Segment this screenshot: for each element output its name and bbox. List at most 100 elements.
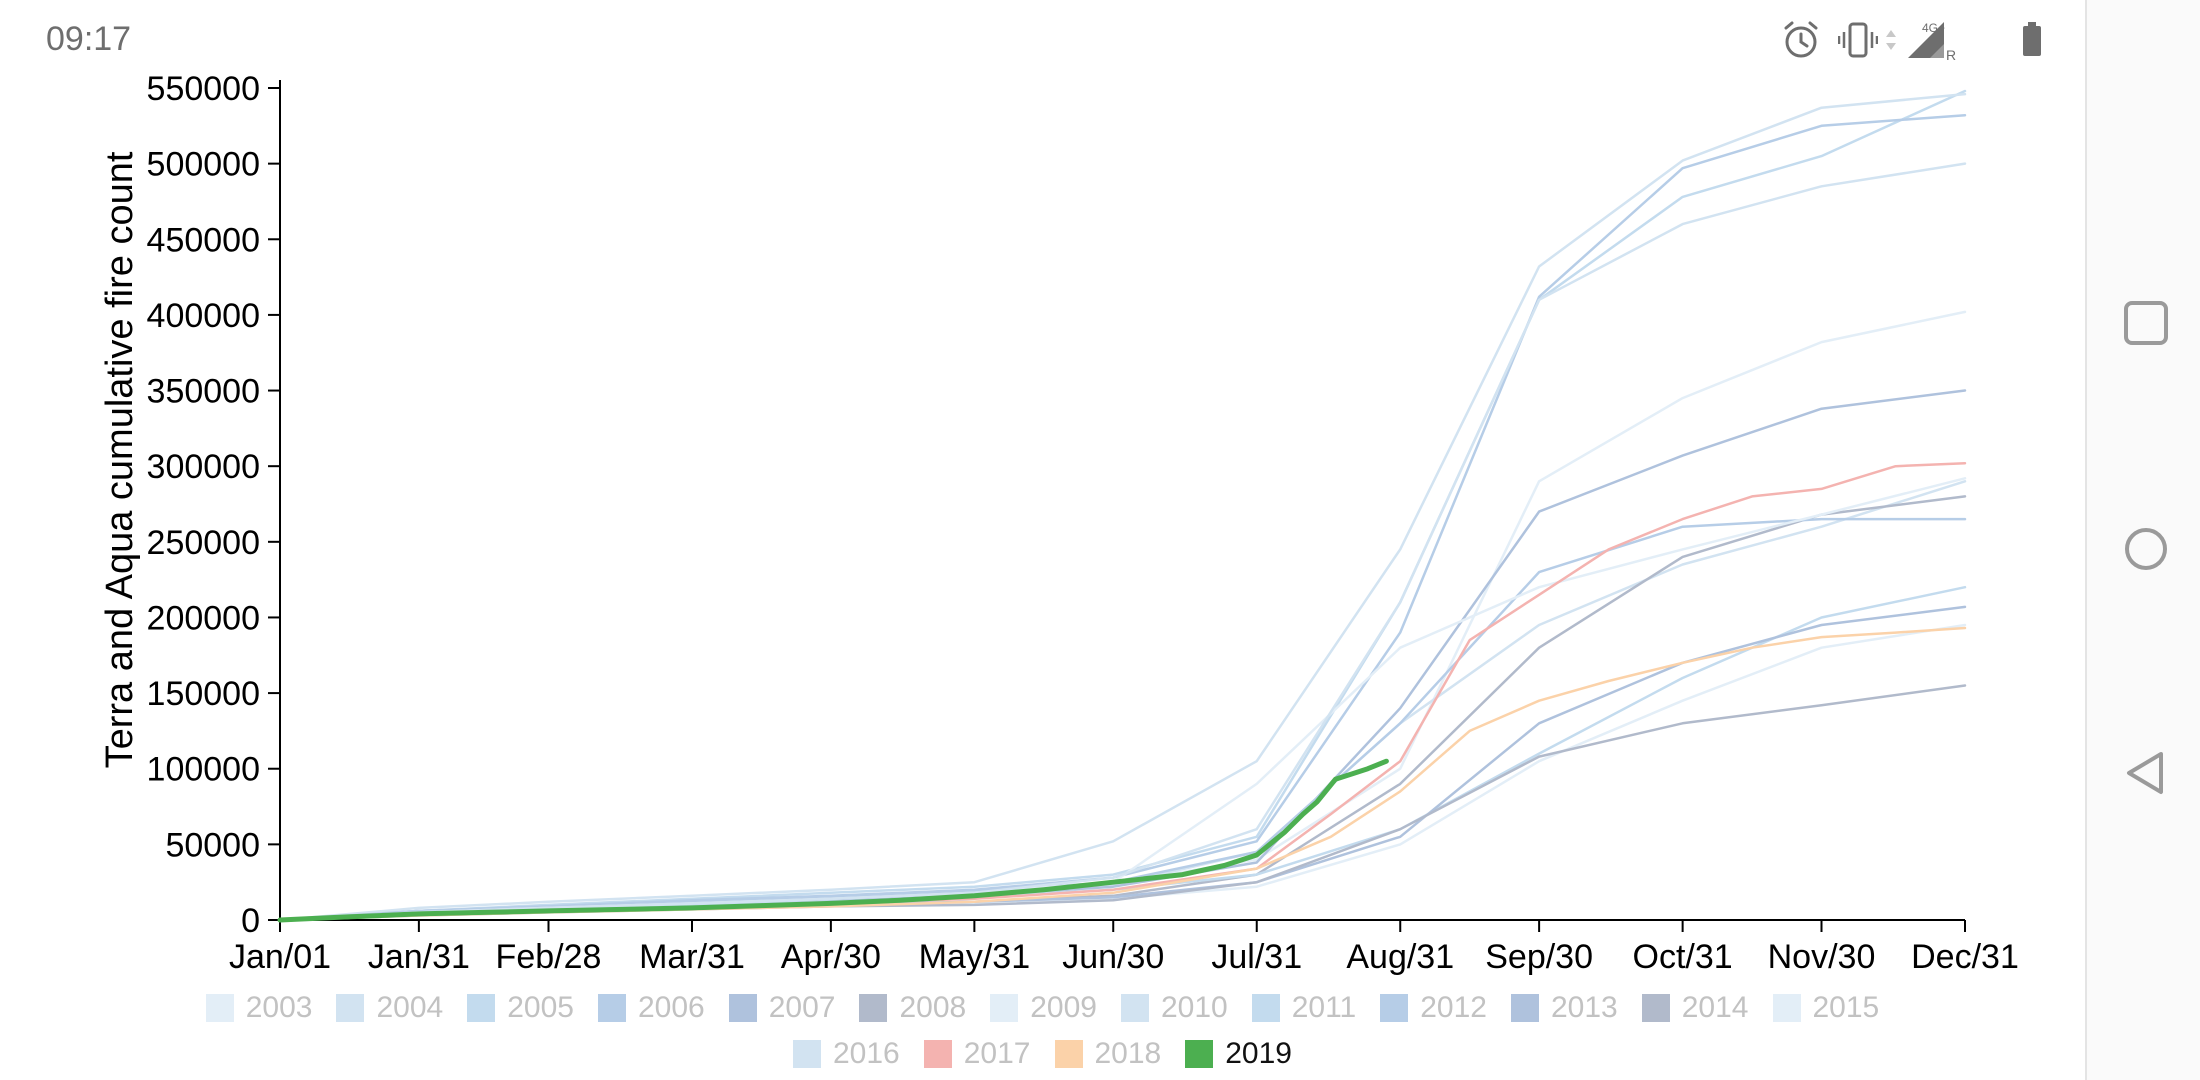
legend-row: 2016 2017 2018 2019 <box>0 1031 2085 1077</box>
legend-item-2018[interactable]: 2018 <box>1054 1037 1162 1071</box>
x-tick-label: Sep/30 <box>1485 938 1593 976</box>
y-tick-label: 150000 <box>147 675 260 713</box>
legend-item-2019[interactable]: 2019 <box>1185 1037 1292 1071</box>
y-tick-label: 300000 <box>147 448 260 486</box>
legend-swatch <box>1120 994 1149 1022</box>
series-line-2017 <box>278 461 1967 922</box>
legend-label: 2005 <box>507 991 574 1024</box>
x-tick-label: Nov/30 <box>1768 938 1876 976</box>
legend-swatch <box>923 1040 952 1068</box>
legend-item-2007[interactable]: 2007 <box>728 991 836 1025</box>
x-tick-label: May/31 <box>919 938 1031 976</box>
legend-item-2013[interactable]: 2013 <box>1511 991 1618 1025</box>
y-axis-label: Terra and Aqua cumulative fire count <box>99 151 141 768</box>
fire-count-chart: 0 50000 100000 150000 200000 250000 300000 3500… <box>99 70 2019 976</box>
legend-label: 2008 <box>899 991 967 1024</box>
series-line-2005 <box>278 89 1967 922</box>
series-line-2010 <box>278 92 1967 922</box>
home-button[interactable] <box>2119 522 2173 576</box>
y-tick-label: 450000 <box>147 221 260 259</box>
navigation-bar <box>2085 0 2200 1080</box>
legend-label: 2015 <box>1812 991 1880 1024</box>
legend-swatch <box>1251 994 1280 1022</box>
legend-item-2009[interactable]: 2009 <box>990 991 1097 1025</box>
legend-item-2004[interactable]: 2004 <box>336 991 443 1025</box>
legend-item-2017[interactable]: 2017 <box>923 1037 1031 1071</box>
series-line-2008 <box>278 495 1967 922</box>
legend-label: 2018 <box>1094 1037 1162 1070</box>
status-bar: 09:17 4G+ R <box>0 0 2085 80</box>
legend-label: 2007 <box>768 991 836 1024</box>
network-type-label: 4G+ <box>1922 21 1945 35</box>
y-tick-label: 550000 <box>147 70 260 108</box>
series-line-2019 <box>277 758 1389 923</box>
recent-apps-button[interactable] <box>2119 296 2173 350</box>
legend-swatch <box>336 994 365 1022</box>
legend-item-2015[interactable]: 2015 <box>1772 991 1880 1025</box>
legend-item-2008[interactable]: 2008 <box>859 991 966 1025</box>
x-tick-label: Mar/31 <box>639 938 745 976</box>
y-tick-label: 50000 <box>165 826 260 864</box>
y-tick-label: 0 <box>241 902 260 940</box>
legend-label: 2014 <box>1681 991 1749 1024</box>
x-tick-label: Oct/31 <box>1633 938 1733 976</box>
legend-swatch <box>859 994 888 1022</box>
legend-item-2010[interactable]: 2010 <box>1120 991 1228 1025</box>
x-tick-label: Apr/30 <box>781 938 881 976</box>
y-tick-label: 250000 <box>147 524 260 562</box>
x-tick-label: Feb/28 <box>496 938 602 976</box>
y-tick-label: 100000 <box>147 751 260 789</box>
legend-item-2016[interactable]: 2016 <box>793 1037 900 1071</box>
signal-4g-icon: 4G+ R <box>1908 21 1956 62</box>
legend-swatch <box>205 994 234 1022</box>
legend-swatch <box>990 994 1019 1022</box>
x-tick-label: Jan/31 <box>368 938 470 976</box>
legend-label: 2019 <box>1225 1037 1292 1070</box>
series-line-2015 <box>278 477 1967 922</box>
legend-label: 2006 <box>637 991 705 1024</box>
series-line-2003 <box>278 310 1967 922</box>
chart-series-lines <box>277 89 1967 923</box>
legend-swatch <box>1054 1040 1083 1068</box>
series-line-2006 <box>278 113 1967 922</box>
legend-item-2014[interactable]: 2014 <box>1641 991 1749 1025</box>
alarm-icon <box>1784 21 1818 58</box>
legend-row: 2003 2004 2005 2006 2007 2008 2009 2010 2011 2012… <box>0 985 2085 1031</box>
legend-label: 2010 <box>1160 991 1228 1024</box>
x-tick-label: Jul/31 <box>1211 938 1302 976</box>
vibrate-icon <box>1838 22 1878 58</box>
legend-swatch <box>1185 1040 1214 1068</box>
legend-swatch <box>1772 994 1801 1022</box>
legend-item-2005[interactable]: 2005 <box>467 991 574 1025</box>
legend-label: 2017 <box>963 1037 1031 1070</box>
y-tick-label: 500000 <box>147 146 260 184</box>
battery-icon <box>2023 22 2041 56</box>
legend-swatch <box>467 994 496 1022</box>
y-tick-label: 350000 <box>147 373 260 411</box>
chart-legend: 2003 2004 2005 2006 2007 2008 2009 2010 2011 2012… <box>0 985 2085 1077</box>
status-clock: 09:17 <box>46 20 132 58</box>
roaming-label: R <box>1946 47 1956 62</box>
legend-swatch <box>1380 994 1409 1022</box>
legend-swatch <box>1641 994 1670 1022</box>
legend-item-2003[interactable]: 2003 <box>205 991 313 1025</box>
legend-label: 2013 <box>1551 991 1618 1024</box>
legend-item-2011[interactable]: 2011 <box>1251 991 1357 1025</box>
series-line-2011 <box>278 585 1967 922</box>
legend-label: 2011 <box>1291 991 1357 1024</box>
chart-axes: 0 50000 100000 150000 200000 250000 300000 3500… <box>147 70 2019 976</box>
back-button[interactable] <box>2119 746 2173 800</box>
legend-item-2012[interactable]: 2012 <box>1380 991 1487 1025</box>
legend-swatch <box>597 994 626 1022</box>
legend-label: 2003 <box>245 991 313 1024</box>
legend-item-2006[interactable]: 2006 <box>597 991 705 1025</box>
legend-swatch <box>728 994 757 1022</box>
y-tick-label: 400000 <box>147 297 260 335</box>
x-tick-label: Jan/01 <box>229 938 331 976</box>
legend-label: 2016 <box>833 1037 900 1070</box>
data-arrows-icon <box>1886 30 1896 50</box>
legend-label: 2004 <box>376 991 444 1024</box>
legend-label: 2009 <box>1030 991 1097 1024</box>
x-tick-label: Aug/31 <box>1346 938 1454 976</box>
legend-swatch <box>1511 994 1539 1022</box>
